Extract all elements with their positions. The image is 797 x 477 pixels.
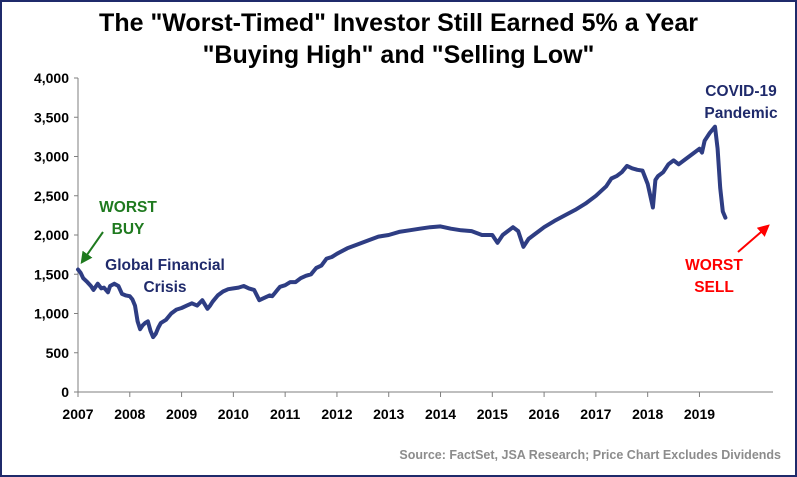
source-note: Source: FactSet, JSA Research; Price Cha…: [399, 448, 781, 462]
worst-buy-arrow: [80, 231, 104, 264]
worst-sell-label-line2: SELL: [694, 279, 734, 296]
x-tick-label: 2017: [580, 406, 611, 422]
covid-label-line1: COVID-19: [705, 83, 777, 100]
worst-sell-arrow: [737, 224, 770, 253]
y-tick-label: 0: [61, 384, 69, 400]
x-tick-label: 2009: [166, 406, 197, 422]
x-tick-label: 2018: [632, 406, 663, 422]
gfc-label-line1: Global Financial: [105, 257, 225, 274]
chart-title: The "Worst-Timed" Investor Still Earned …: [99, 9, 698, 37]
x-tick-label: 2016: [529, 406, 560, 422]
y-tick-label: 4,000: [34, 70, 69, 86]
x-tick-label: 2008: [114, 406, 145, 422]
x-tick-label: 2011: [270, 406, 301, 422]
worst-sell-label-line1: WORST: [685, 257, 743, 274]
y-tick-label: 3,500: [34, 109, 69, 125]
y-tick-label: 500: [46, 345, 70, 361]
worst-buy-label-line1: WORST: [99, 199, 157, 216]
y-tick-label: 1,500: [34, 266, 69, 282]
x-tick-label: 2012: [321, 406, 352, 422]
x-tick-label: 2007: [62, 406, 93, 422]
price-series-line: [76, 124, 728, 340]
y-tick-label: 3,000: [34, 149, 69, 165]
chart-subtitle: "Buying High" and "Selling Low": [202, 41, 595, 69]
x-tick-label: 2015: [477, 406, 508, 422]
x-tick-label: 2014: [425, 406, 456, 422]
y-tick-label: 2,500: [34, 188, 69, 204]
gfc-label-line2: Crisis: [143, 279, 186, 296]
y-tick-label: 2,000: [34, 227, 69, 243]
covid-label-line2: Pandemic: [704, 105, 778, 122]
x-tick-label: 2019: [684, 406, 715, 422]
x-tick-label: 2013: [373, 406, 404, 422]
x-tick-label: 2010: [218, 406, 249, 422]
worst-buy-label-line2: BUY: [112, 221, 145, 238]
y-tick-label: 1,000: [34, 306, 69, 322]
